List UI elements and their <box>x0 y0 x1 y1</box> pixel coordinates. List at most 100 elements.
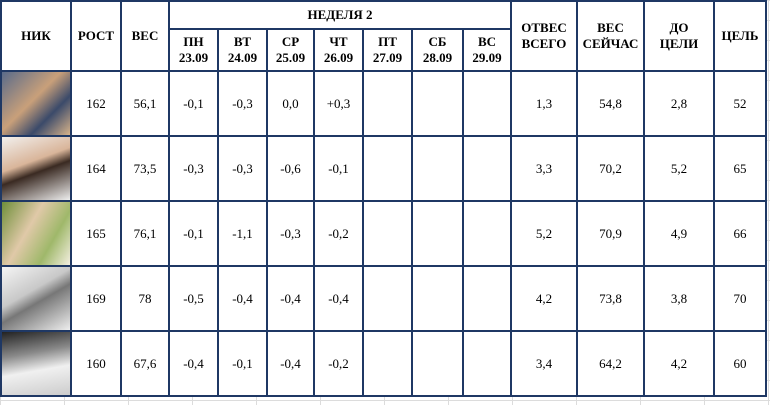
cell: 73,5 <box>120 135 170 202</box>
day-date: 24.09 <box>227 50 258 65</box>
cell-text: 1,3 <box>535 95 553 111</box>
cell: 3,4 <box>510 330 578 397</box>
cell-text: 70,2 <box>599 160 622 176</box>
day-cell: -0,3 <box>217 70 268 137</box>
cell-text: -1,1 <box>232 225 253 241</box>
day-header: ВС 29.09 <box>462 28 512 72</box>
day-cell <box>411 70 464 137</box>
cell-text: -0,4 <box>183 355 204 371</box>
cell-text: -0,3 <box>183 160 204 176</box>
cell-text: 164 <box>86 160 106 176</box>
day-cell: -0,5 <box>168 265 219 332</box>
cell: 65 <box>713 135 767 202</box>
cell-text: -0,4 <box>280 355 301 371</box>
cell: 54,8 <box>576 70 645 137</box>
cell-text: 76,1 <box>133 225 157 241</box>
data-row: 160 67,6 -0,4 -0,1 -0,4 -0,2 3,4 64,2 4,2 60 <box>0 330 767 397</box>
day-date: 27.09 <box>372 50 403 65</box>
day-cell <box>362 330 413 397</box>
avatar-cell <box>0 135 72 202</box>
cell-text: 64,2 <box>599 355 622 371</box>
cell-text: 60 <box>733 355 747 371</box>
header-cell: НИК <box>0 0 72 72</box>
cell-text: 65 <box>733 160 747 176</box>
cell: 4,9 <box>643 200 715 267</box>
data-row: 162 56,1 -0,1 -0,3 0,0 +0,3 1,3 54,8 2,8 52 <box>0 70 767 137</box>
header-text: ВСЕГО <box>521 36 567 51</box>
cell: 76,1 <box>120 200 170 267</box>
day-header: ЧТ 26.09 <box>313 28 364 72</box>
cell-text: -0,2 <box>328 225 349 241</box>
header-cell: ОТВЕС ВСЕГО <box>510 0 578 72</box>
day-cell: -0,6 <box>266 135 315 202</box>
cell-text: -0,1 <box>183 95 204 111</box>
header-row: НИК РОСТ ВЕС НЕДЕЛЯ 2 ОТВЕС ВСЕГО ВЕС СЕЙЧАС ДО Ц… <box>0 0 767 72</box>
day-cell: -0,2 <box>313 200 364 267</box>
day-cell: +0,3 <box>313 70 364 137</box>
day-date: 23.09 <box>178 50 209 65</box>
header-text: ОТВЕС <box>521 20 567 35</box>
header-cell: НЕДЕЛЯ 2 <box>168 0 512 30</box>
day-cell <box>462 200 512 267</box>
cell: 73,8 <box>576 265 645 332</box>
header-text: НИК <box>21 28 51 43</box>
cell: 162 <box>70 70 122 137</box>
cell: 64,2 <box>576 330 645 397</box>
cell: 164 <box>70 135 122 202</box>
day-cell: -0,4 <box>313 265 364 332</box>
day-cell: 0,0 <box>266 70 315 137</box>
cell: 66 <box>713 200 767 267</box>
day-name: ПТ <box>378 34 397 49</box>
cell-text: 4,9 <box>670 225 688 241</box>
cell-text: 4,2 <box>670 355 688 371</box>
cell: 70,9 <box>576 200 645 267</box>
header-row: ПН 23.09 ВТ 24.09 СР 25.09 ЧТ 26.09 ПТ 27.09 СБ 28.… <box>1 28 766 72</box>
cell-text: 5,2 <box>670 160 688 176</box>
cell-text: -0,4 <box>280 290 301 306</box>
avatar-cell <box>0 330 72 397</box>
cell-text: 73,5 <box>133 160 157 176</box>
data-row: 165 76,1 -0,1 -1,1 -0,3 -0,2 5,2 70,9 4,9 66 <box>0 200 767 267</box>
header-cell: РОСТ <box>70 0 122 72</box>
cell-text: 67,6 <box>133 355 157 371</box>
day-date: 29.09 <box>472 50 502 65</box>
cell-text: -0,5 <box>183 290 204 306</box>
cell: 52 <box>713 70 767 137</box>
day-header: ПТ 27.09 <box>362 28 413 72</box>
cell: 3,8 <box>643 265 715 332</box>
day-cell: -0,3 <box>266 200 315 267</box>
cell-text: 0,0 <box>282 95 299 111</box>
cell-text: 165 <box>86 225 106 241</box>
cell-text: -0,1 <box>328 160 349 176</box>
day-cell: -0,3 <box>217 135 268 202</box>
day-header: ВТ 24.09 <box>217 28 268 72</box>
day-name: ВТ <box>233 34 252 49</box>
data-row: 169 78 -0,5 -0,4 -0,4 -0,4 4,2 73,8 3,8 70 <box>0 265 767 332</box>
day-cell: -0,4 <box>266 330 315 397</box>
cell-text: 52 <box>733 95 747 111</box>
day-cell: -0,4 <box>217 265 268 332</box>
cell-text: 56,1 <box>133 95 157 111</box>
header-cell: ДО ЦЕЛИ <box>643 0 715 72</box>
day-cell <box>411 265 464 332</box>
weight-table: НИК РОСТ ВЕС НЕДЕЛЯ 2 ОТВЕС ВСЕГО ВЕС СЕЙЧАС ДО Ц… <box>0 0 767 397</box>
avatar <box>2 267 70 330</box>
cell-text: -0,1 <box>183 225 204 241</box>
day-cell: -1,1 <box>217 200 268 267</box>
day-date: 28.09 <box>422 50 453 65</box>
cell-text: 3,3 <box>535 160 553 176</box>
day-cell: -0,1 <box>168 70 219 137</box>
header-cell: ВЕС СЕЙЧАС <box>576 0 645 72</box>
day-cell <box>462 330 512 397</box>
day-date: 25.09 <box>275 50 306 65</box>
cell-text: -0,3 <box>232 95 253 111</box>
cell: 1,3 <box>510 70 578 137</box>
day-header: СБ 28.09 <box>411 28 464 72</box>
cell-text: -0,1 <box>232 355 253 371</box>
cell: 70,2 <box>576 135 645 202</box>
day-name: ЧТ <box>329 34 348 49</box>
header-cell: ВЕС <box>120 0 170 72</box>
day-cell: -0,1 <box>168 200 219 267</box>
cell: 4,2 <box>510 265 578 332</box>
day-name: ПН <box>183 34 204 49</box>
